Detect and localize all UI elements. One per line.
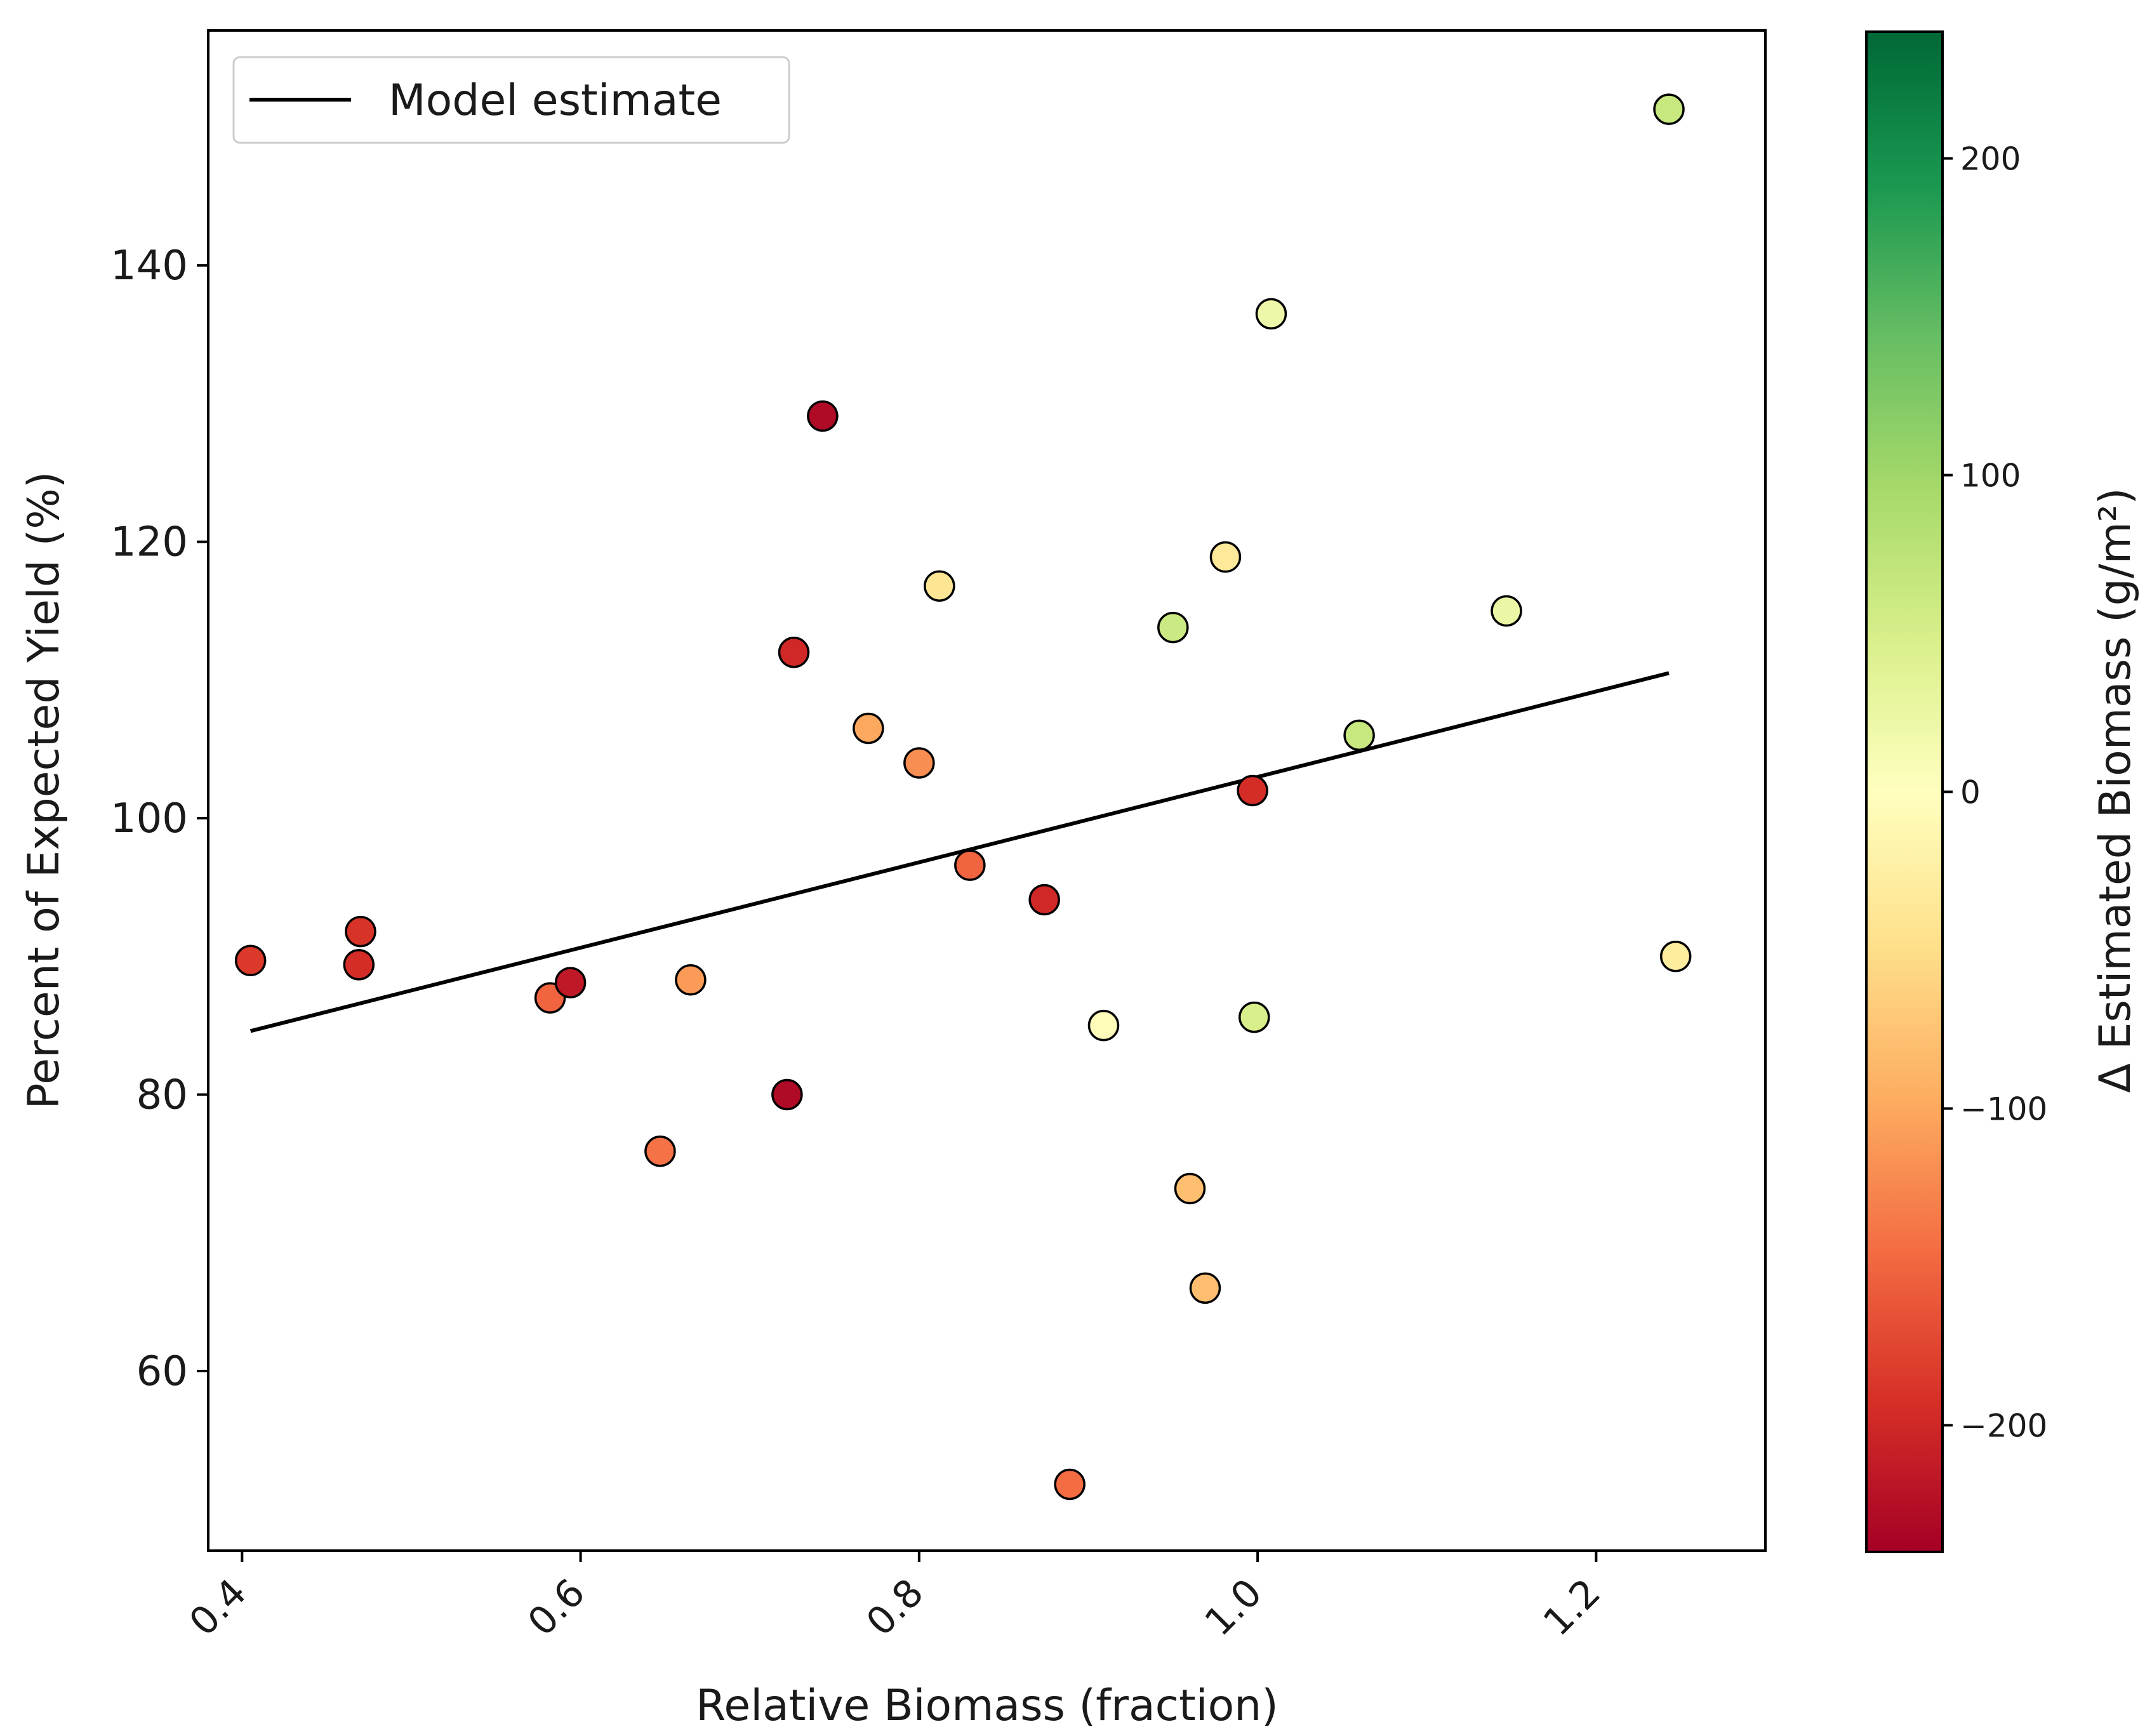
scatter-point xyxy=(1239,1001,1270,1033)
scatter-point xyxy=(771,1078,803,1111)
scatter-point xyxy=(1491,595,1522,627)
scatter-point xyxy=(234,944,267,977)
colorbar-label: Δ Estimated Biomass (g/m²) xyxy=(2090,487,2141,1092)
model-line-group xyxy=(249,671,1670,1033)
colorbar-tick-label: 200 xyxy=(1960,141,2021,178)
scatter-point xyxy=(1237,774,1268,807)
legend-label-model-estimate: Model estimate xyxy=(389,76,722,126)
y-axis-label: Percent of Expected Yield (%) xyxy=(19,472,69,1110)
scatter-point xyxy=(807,400,839,432)
scatter-point xyxy=(644,1136,676,1167)
scatter-point xyxy=(1255,298,1287,330)
scatter-point xyxy=(1653,93,1685,125)
scatter-point xyxy=(1209,541,1242,573)
x-axis: 0.4 0.6 0.8 1.0 1.2 xyxy=(181,1551,1609,1645)
x-tick-label: 0.6 xyxy=(519,1570,594,1645)
x-tick-label: 0.4 xyxy=(181,1570,255,1645)
scatter-point xyxy=(1054,1468,1086,1501)
y-tick-label: 100 xyxy=(110,795,188,842)
y-tick-label: 60 xyxy=(136,1348,188,1395)
colorbar-tick-label: 0 xyxy=(1960,774,1981,811)
legend: Model estimate xyxy=(232,56,790,144)
scatter-point xyxy=(1343,719,1375,752)
colorbar-tick-label: 100 xyxy=(1960,458,2021,494)
scatter-point xyxy=(1087,1009,1120,1042)
scatter-point xyxy=(903,747,935,779)
scatter-point xyxy=(924,570,955,602)
x-tick-label: 1.0 xyxy=(1197,1570,1271,1645)
x-tick-label: 0.8 xyxy=(858,1570,932,1645)
y-axis: 60 80 100 120 140 xyxy=(110,242,208,1395)
scatter-points xyxy=(234,93,1692,1501)
colorbar-ticks: −200 −100 0 100 200 xyxy=(1943,141,2047,1444)
y-tick-label: 80 xyxy=(136,1072,188,1119)
scatter-point xyxy=(554,967,587,998)
scatter-point xyxy=(1174,1172,1206,1205)
colorbar xyxy=(1865,30,1944,1553)
scatter-point xyxy=(778,637,810,668)
scatter-point xyxy=(1659,941,1692,972)
x-axis-label: Relative Biomass (fraction) xyxy=(696,1681,1279,1731)
scatter-point xyxy=(853,712,884,745)
scatter-point xyxy=(954,849,986,881)
plot-area xyxy=(207,29,1767,1552)
y-tick-label: 120 xyxy=(110,519,188,566)
scatter-point xyxy=(343,949,375,981)
y-tick-label: 140 xyxy=(110,242,188,289)
model-estimate-line xyxy=(249,671,1670,1033)
colorbar-tick-label: −200 xyxy=(1960,1407,2047,1444)
scatter-point xyxy=(1157,611,1189,644)
legend-box xyxy=(232,56,790,144)
scatter-point xyxy=(1189,1272,1221,1304)
scatter-point xyxy=(345,915,376,948)
x-tick-label: 1.2 xyxy=(1535,1570,1609,1645)
colorbar-tick-label: −100 xyxy=(1960,1090,2047,1127)
scatter-point xyxy=(675,964,707,996)
scatter-point xyxy=(1028,884,1060,916)
